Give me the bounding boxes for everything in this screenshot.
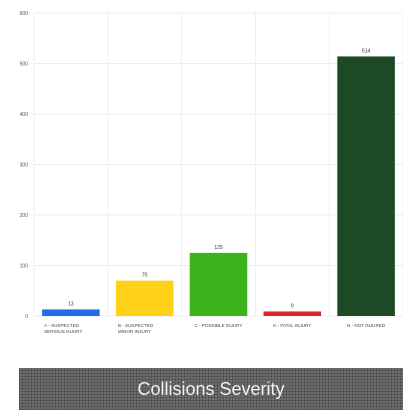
y-tick-label: 400 [20,112,29,118]
bar [189,252,248,316]
bar-value-label: 13 [68,301,74,307]
bar-value-label: 9 [291,303,294,309]
y-axis: 0 100 200 300 400 500 600 [20,11,29,320]
x-tick-label: A - SUSPECTED [44,323,80,328]
x-tick-label: C - POSSIBLE INJURY [195,323,243,328]
y-tick-label: 500 [20,61,29,67]
x-tick-label: K - FATAL INJURY [273,323,311,328]
x-tick-label: N - NOT INJURED [347,323,386,328]
y-tick-label: 200 [20,213,29,219]
y-tick-label: 600 [20,11,29,17]
bar-value-label: 70 [142,273,148,279]
bar [263,311,322,316]
severity-bar-chart: 0 100 200 300 400 500 600 13 70 125 9 514 A - SUSP… [20,11,403,334]
chart-title: Collisions Severity [137,378,285,399]
chart-grid [33,12,403,317]
x-tick-label: B - SUSPECTED [118,323,154,328]
bar-series: 13 70 125 9 514 [42,48,395,317]
bar-value-label: 125 [214,245,223,251]
x-tick-label: SERIOUS INJURY [44,329,82,334]
bar [42,309,100,316]
bar [115,280,174,316]
bar-value-label: 514 [362,48,371,54]
y-tick-label: 0 [25,314,28,320]
x-tick-label: MINOR INJURY [118,329,151,334]
chart-title-banner: Collisions Severity [19,368,403,410]
bar [337,56,395,317]
y-tick-label: 300 [20,162,29,168]
y-tick-label: 100 [20,263,29,269]
